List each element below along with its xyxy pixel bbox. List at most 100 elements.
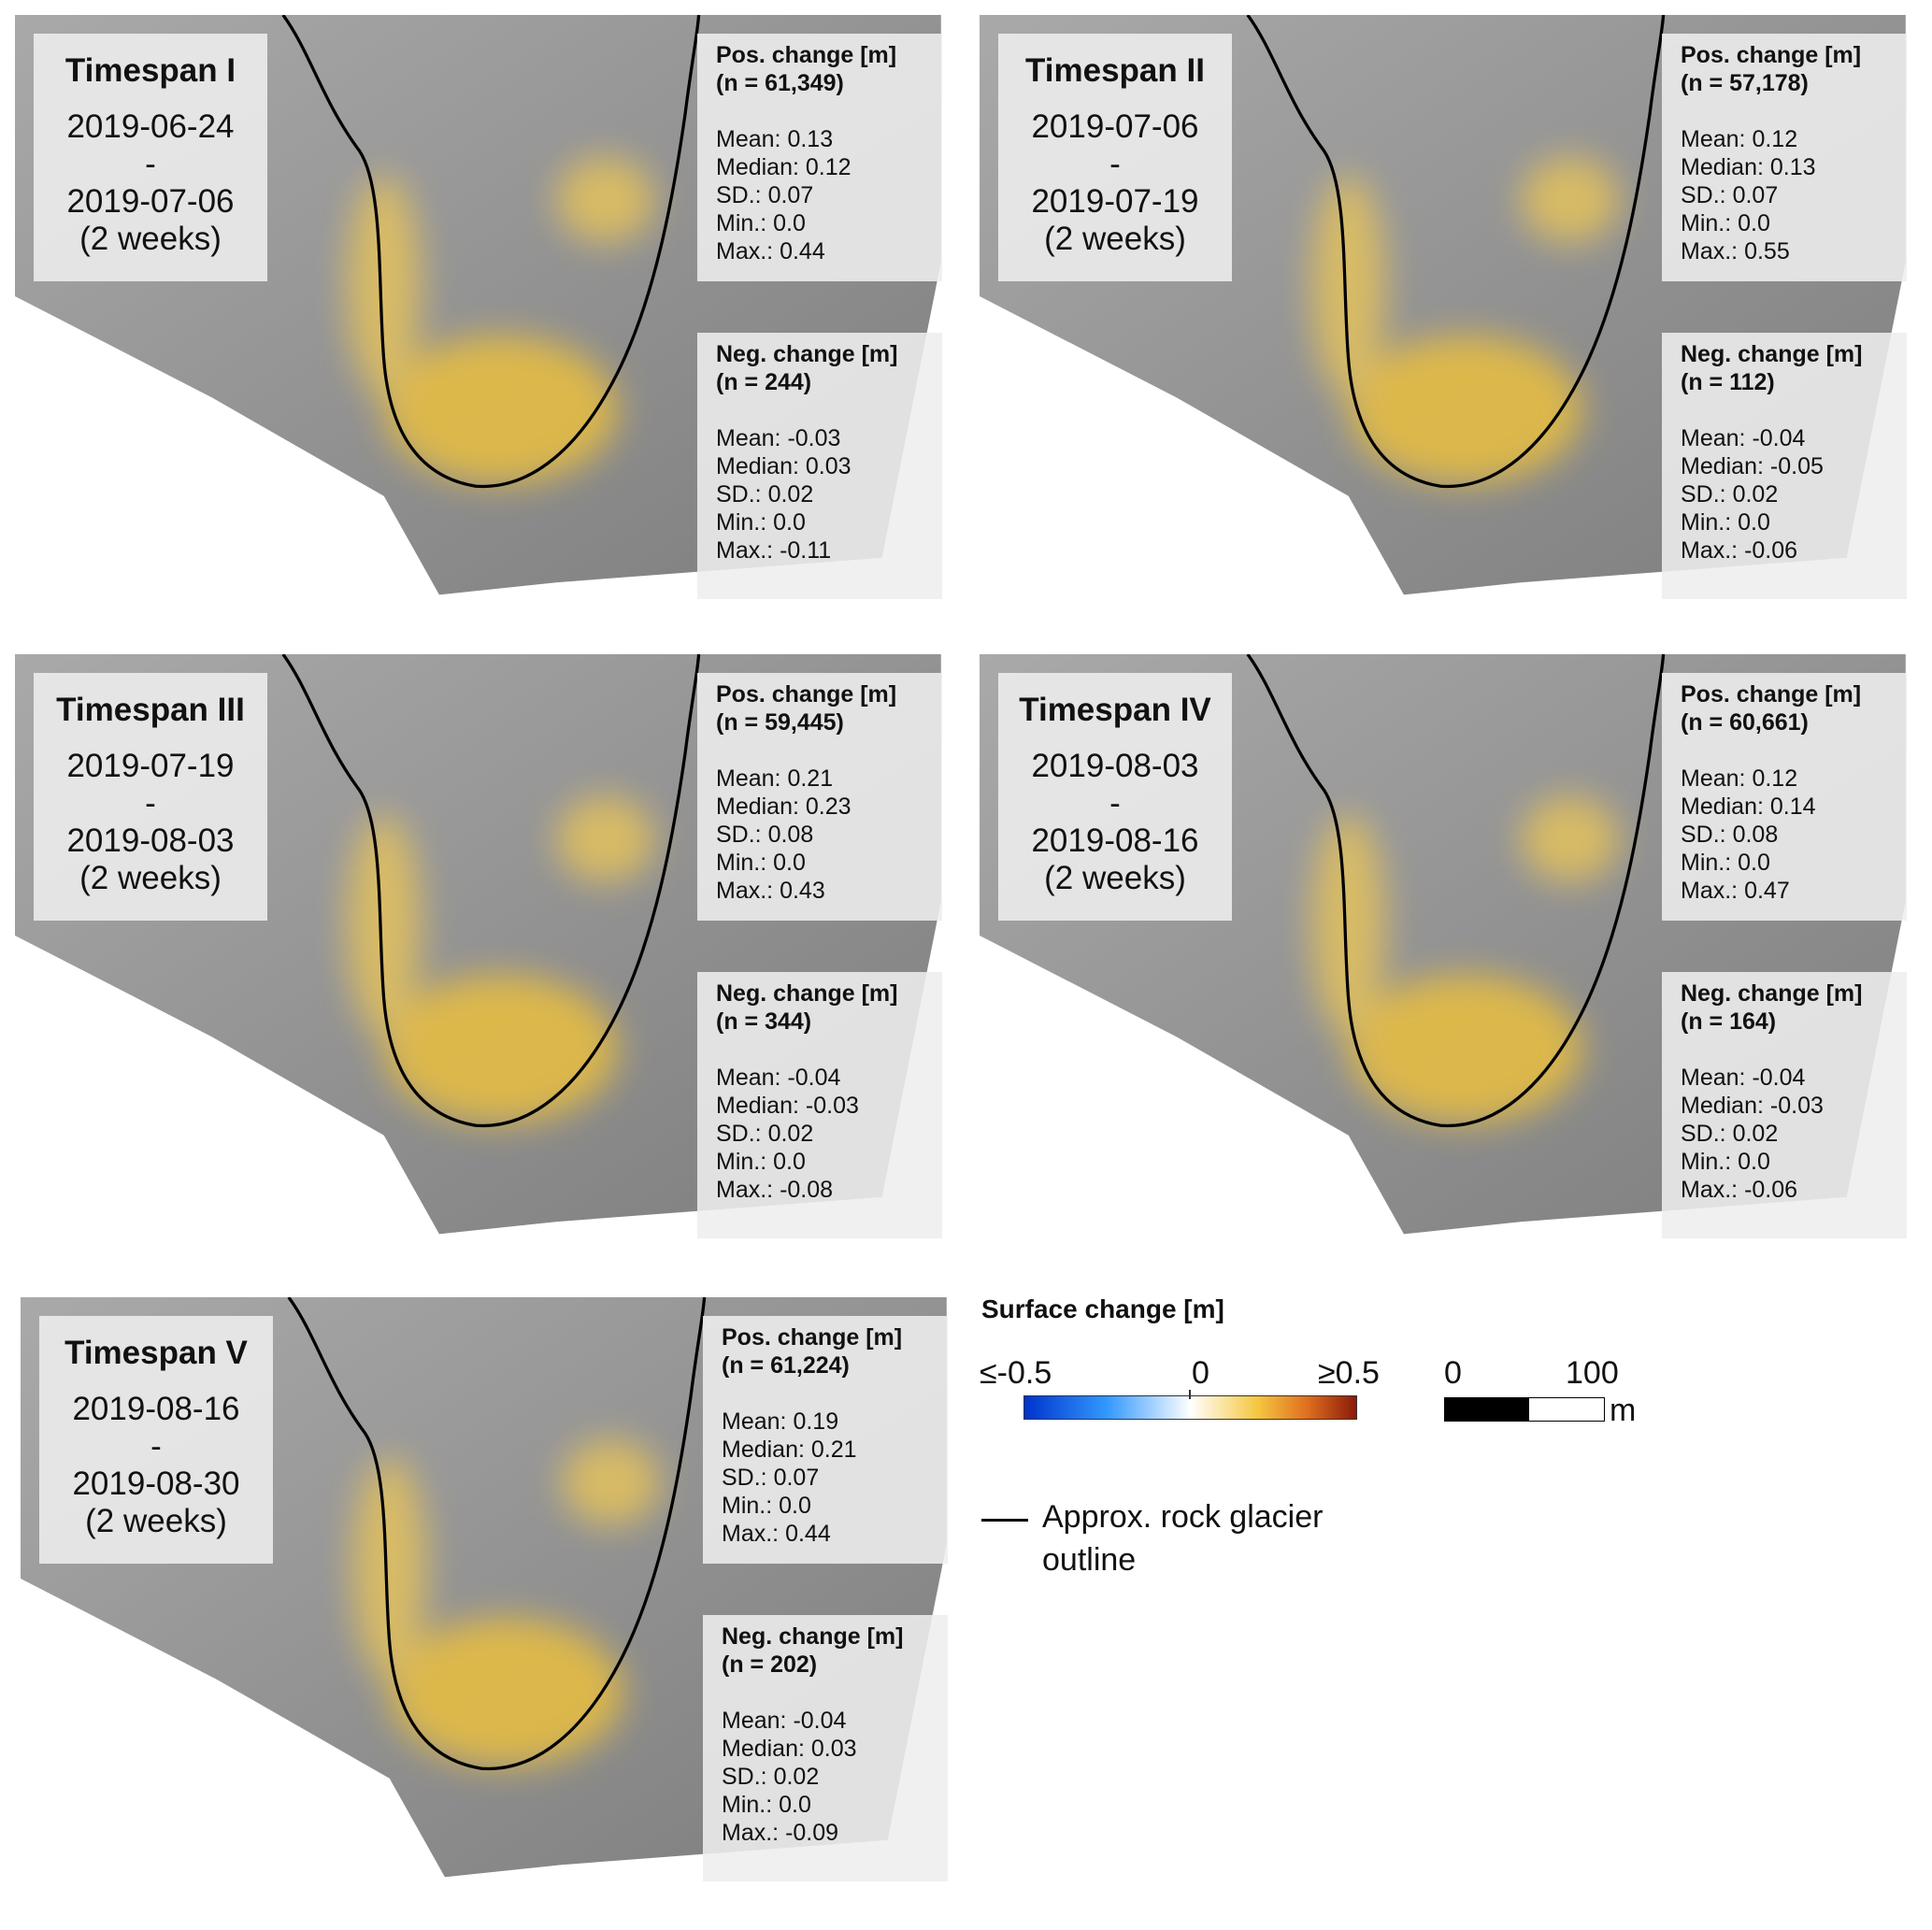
stat-label: Min.:	[716, 850, 767, 876]
change-area	[1520, 156, 1620, 244]
stat-label: Max.:	[1681, 1177, 1739, 1203]
pos-stats-box: Pos. change [m] (n = 57,178) Mean: 0.12 Med…	[1662, 34, 1907, 281]
sample-count: (n = 202)	[722, 1651, 818, 1678]
stat-label: Median:	[1681, 453, 1764, 479]
colorbar	[1023, 1395, 1357, 1420]
date-separator: -	[150, 1428, 162, 1465]
outline-label: Approx. rock glacier outline	[1042, 1499, 1324, 1578]
stat-value: -0.03	[1769, 1093, 1824, 1119]
stat-label: Max.:	[722, 1820, 780, 1846]
spacer	[1681, 396, 1907, 424]
stat-value: 0.07	[1732, 182, 1779, 208]
stat-value: 0.19	[793, 1408, 839, 1435]
scale-unit: m	[1610, 1393, 1637, 1428]
spacer	[716, 736, 942, 765]
stat-label: Median:	[1681, 1093, 1764, 1119]
stat-label: Min.:	[722, 1493, 773, 1519]
end-date: 2019-07-19	[1031, 183, 1199, 220]
stat-row: Max.: 0.43	[716, 877, 942, 905]
pos-stats-box: Pos. change [m] (n = 60,661) Mean: 0.12 Med…	[1662, 673, 1907, 921]
stat-value: 0.21	[787, 765, 834, 792]
stat-row: Median: -0.05	[1681, 452, 1907, 480]
change-area	[561, 1438, 661, 1526]
stat-row: Mean: 0.12	[1681, 765, 1907, 793]
stat-label: Max.:	[716, 1177, 774, 1203]
stat-label: Median:	[722, 1736, 805, 1762]
stat-label: Mean:	[1681, 425, 1746, 451]
change-area	[383, 336, 618, 484]
start-date: 2019-07-06	[1031, 108, 1199, 145]
panel-title: Timespan III	[56, 692, 245, 728]
stat-label: Mean:	[1681, 765, 1746, 792]
stat-row: Median: 0.03	[722, 1735, 948, 1763]
stat-row: Mean: 0.21	[716, 765, 942, 793]
panel-title: Timespan II	[1025, 52, 1205, 89]
stat-row: Max.: -0.08	[716, 1176, 942, 1204]
stat-label: Median:	[716, 793, 799, 820]
sample-count: (n = 164)	[1681, 1008, 1777, 1035]
stat-row: Median: 0.13	[1681, 153, 1907, 181]
stat-value: -0.03	[805, 1093, 859, 1119]
end-date: 2019-08-03	[66, 822, 235, 859]
spacer	[1681, 1036, 1907, 1064]
spacer	[722, 1679, 948, 1707]
change-cloud	[352, 1438, 661, 1766]
stat-value: 0.03	[810, 1736, 857, 1762]
stat-row: Mean: 0.12	[1681, 125, 1907, 153]
neg-stats-box: Neg. change [m] (n = 244) Mean: -0.03 Media…	[697, 333, 942, 599]
legend-title: Surface change [m]	[981, 1294, 1224, 1323]
stat-value: -0.06	[1744, 1177, 1798, 1203]
stat-value: 0.13	[1769, 154, 1816, 180]
spacer	[1681, 97, 1907, 125]
stats-heading: Pos. change [m]	[722, 1324, 903, 1351]
panel-title: Timespan V	[64, 1335, 248, 1371]
stat-value: -0.04	[787, 1065, 841, 1091]
stat-row: Max.: 0.47	[1681, 877, 1907, 905]
date-separator: -	[1109, 785, 1121, 822]
map-panel: Timespan II 2019-07-06-2019-07-19 (2 weeks…	[980, 15, 1914, 632]
stat-value: 0.12	[1752, 126, 1798, 152]
sample-count: (n = 61,224)	[722, 1352, 850, 1379]
stat-row: Min.: 0.0	[1681, 849, 1907, 877]
rock-glacier-outline	[281, 15, 701, 489]
stat-row: Max.: -0.09	[722, 1819, 948, 1847]
stat-label: Max.:	[716, 238, 774, 264]
start-date: 2019-07-19	[66, 748, 235, 784]
stat-row: Mean: -0.04	[722, 1707, 948, 1735]
stat-row: Min.: 0.0	[722, 1791, 948, 1819]
date-separator: -	[1109, 146, 1121, 182]
stat-label: Min.:	[1681, 210, 1732, 236]
scale-label: 100	[1566, 1355, 1619, 1391]
end-date: 2019-08-16	[1031, 822, 1199, 859]
change-area	[383, 975, 618, 1123]
duration: (2 weeks)	[85, 1503, 227, 1539]
stat-row: SD.: 0.02	[716, 480, 942, 508]
stat-row: Mean: 0.13	[716, 125, 942, 153]
stat-row: Min.: 0.0	[716, 209, 942, 237]
stats-heading: Neg. change [m]	[716, 341, 898, 367]
stats-heading: Neg. change [m]	[1681, 341, 1863, 367]
outline-swatch	[981, 1519, 1028, 1522]
stat-row: SD.: 0.08	[716, 821, 942, 849]
stat-value: 0.43	[780, 878, 825, 904]
rock-glacier-outline	[281, 654, 701, 1128]
date-separator: -	[145, 785, 156, 822]
stat-row: Mean: 0.19	[722, 1408, 948, 1436]
stat-label: SD.:	[722, 1465, 767, 1491]
scale-label: 0	[1444, 1355, 1462, 1391]
spacer	[1681, 736, 1907, 765]
stat-value: 0.02	[1732, 1121, 1779, 1147]
stat-value: 0.07	[773, 1465, 820, 1491]
end-date: 2019-08-30	[72, 1465, 240, 1502]
change-area	[347, 175, 422, 398]
stat-label: SD.:	[716, 1121, 762, 1147]
stat-label: SD.:	[716, 481, 762, 508]
map-panel: Timespan III 2019-07-19-2019-08-03 (2 week…	[15, 654, 950, 1271]
colorbar-label: ≥0.5	[1318, 1355, 1380, 1391]
stat-label: Max.:	[722, 1521, 780, 1547]
stat-row: Median: 0.03	[716, 452, 942, 480]
stat-label: Median:	[1681, 793, 1764, 820]
colorbar-label: 0	[1192, 1355, 1209, 1391]
stat-row: SD.: 0.02	[722, 1763, 948, 1791]
spacer	[716, 396, 942, 424]
